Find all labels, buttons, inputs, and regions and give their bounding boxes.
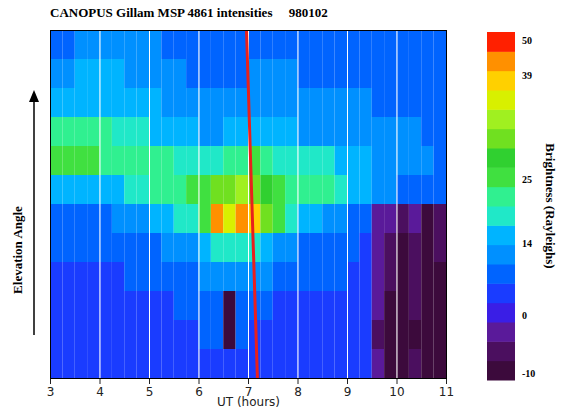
svg-text:50: 50: [522, 35, 532, 46]
svg-text:5: 5: [146, 385, 154, 399]
svg-text:7: 7: [244, 385, 253, 399]
svg-text:Elevation Angle: Elevation Angle: [10, 206, 25, 294]
svg-text:6: 6: [195, 385, 203, 399]
svg-text:10: 10: [389, 385, 404, 399]
svg-text:4: 4: [96, 385, 104, 399]
svg-text:8: 8: [294, 385, 302, 399]
svg-text:3: 3: [47, 385, 55, 399]
svg-text:14: 14: [522, 238, 532, 249]
svg-text:9: 9: [344, 385, 352, 399]
svg-text:Brightness (Rayleighs): Brightness (Rayleighs): [543, 143, 558, 268]
svg-text:39: 39: [522, 70, 532, 81]
html-text:CANOPUS Gillam MSP 4861 intens: CANOPUS Gillam MSP 4861 intensities 9801…: [50, 5, 328, 20]
svg-text:-10: -10: [522, 368, 535, 379]
svg-text:11: 11: [439, 385, 454, 399]
svg-text:0: 0: [522, 310, 527, 321]
svg-text:25: 25: [522, 174, 532, 185]
svg-text:UT (hours): UT (hours): [217, 395, 280, 409]
